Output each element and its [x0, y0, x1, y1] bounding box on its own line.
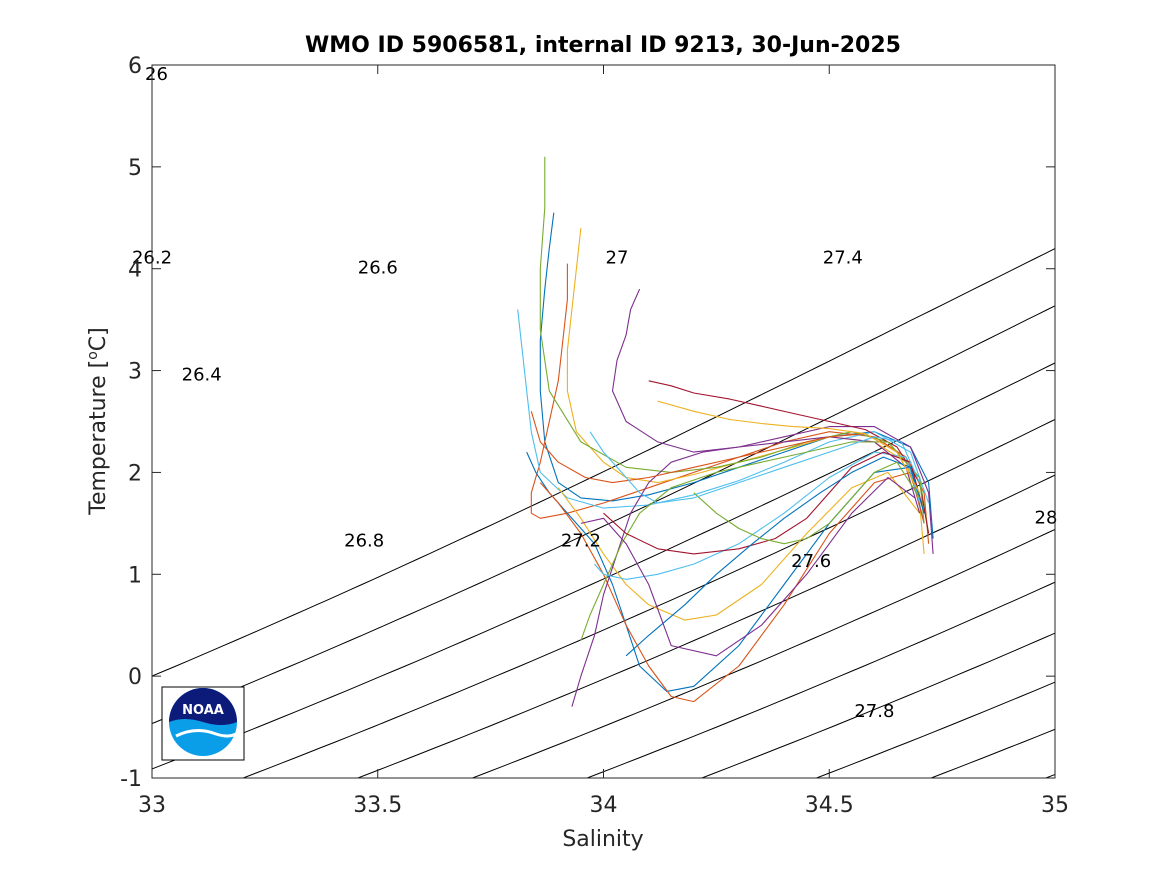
chart-title: WMO ID 5906581, internal ID 9213, 30-Jun…	[305, 33, 901, 58]
profile-line	[603, 451, 925, 555]
isopycnal-27	[472, 528, 1055, 778]
x-tick-label: 35	[1041, 793, 1069, 818]
profile-line	[657, 400, 921, 494]
isopycnal-27.4	[701, 632, 1055, 778]
isopycnal-label-26.8: 26.8	[344, 531, 384, 552]
isopycnal-label-26.4: 26.4	[182, 365, 222, 386]
profile-line	[557, 471, 921, 621]
y-tick-label: 2	[128, 461, 142, 486]
y-axis-label-main: Temperature [	[86, 360, 111, 516]
plot-area	[152, 65, 1055, 778]
y-tick-label: 4	[128, 258, 142, 283]
isopycnal-26.8	[357, 474, 1055, 778]
profile-line	[594, 451, 921, 580]
isopycnal-26.6	[243, 418, 1055, 778]
isopycnal-label-26.6: 26.6	[358, 258, 398, 279]
isopycnal-label-27.4: 27.4	[823, 248, 863, 269]
isopycnal-26	[152, 248, 1055, 677]
y-tick-label: 0	[128, 665, 142, 690]
x-tick-label: 34	[590, 793, 618, 818]
noaa-logo-icon: NOAA	[161, 686, 245, 761]
y-tick-label: -1	[120, 767, 142, 792]
y-tick-label: 3	[128, 360, 142, 385]
profile-line	[693, 461, 921, 545]
profile-line	[589, 431, 921, 504]
profile-line	[566, 227, 925, 554]
profile-line	[580, 441, 925, 641]
profile-line	[625, 456, 925, 657]
x-tick-label: 34.5	[805, 793, 854, 818]
x-axis-label: Salinity	[562, 827, 643, 852]
y-axis-label-superscript: o	[85, 351, 101, 360]
profile-line	[517, 309, 930, 509]
profile-line	[539, 471, 925, 703]
isopycnal-28	[1045, 773, 1055, 778]
isopycnal-label-26: 26	[145, 64, 168, 85]
isopycnal-label-27.8: 27.8	[854, 701, 894, 722]
y-axis-ticks: -1 0 1 2 3 4 5 6	[120, 54, 1055, 792]
isopycnal-27.2	[587, 581, 1055, 778]
y-axis-label-unit: C]	[86, 327, 111, 351]
x-tick-label: 33.5	[353, 793, 402, 818]
noaa-logo-text: NOAA	[182, 703, 224, 718]
profile-line	[648, 380, 930, 534]
profile-line	[580, 476, 916, 657]
isopycnal-label-28: 28	[1035, 507, 1058, 528]
profile-line	[571, 436, 921, 707]
x-tick-label: 33	[138, 793, 166, 818]
y-tick-label: 5	[128, 156, 142, 181]
x-axis-ticks: 33 33.5 34 34.5 35	[138, 65, 1069, 818]
profile-line	[611, 288, 934, 554]
y-tick-label: 6	[128, 54, 142, 79]
profile-lines	[517, 156, 934, 707]
isopycnal-26.2	[152, 305, 1055, 725]
isopycnal-label-27.6: 27.6	[791, 551, 831, 572]
y-axis-label: Temperature [oC]	[85, 327, 111, 515]
isopycnal-lines	[152, 248, 1055, 778]
isopycnal-26.4	[152, 362, 1055, 770]
y-tick-label: 1	[128, 563, 142, 588]
isopycnal-label-27.2: 27.2	[561, 531, 601, 552]
isopycnal-label-27: 27	[606, 248, 629, 269]
